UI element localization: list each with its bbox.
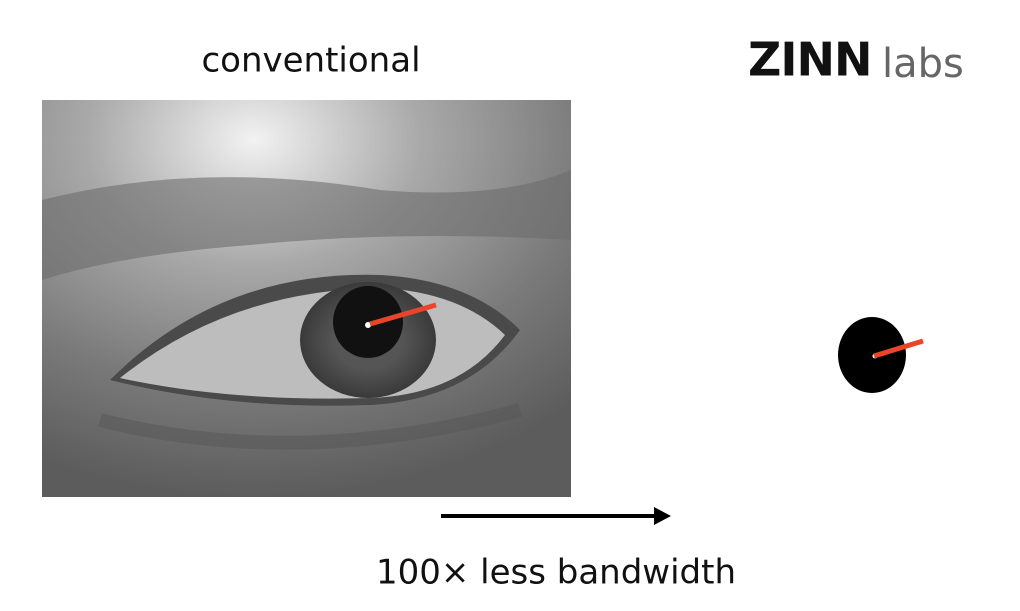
left-label: conventional [201,41,420,81]
caption: 100× less bandwidth [376,553,736,593]
arrow [441,507,671,525]
eye-photo [42,100,571,497]
event-camera-view [838,317,924,393]
logo-brand: ZINN [748,33,871,87]
logo-suffix: labs [882,41,964,87]
logo: ZINN labs [748,33,964,88]
